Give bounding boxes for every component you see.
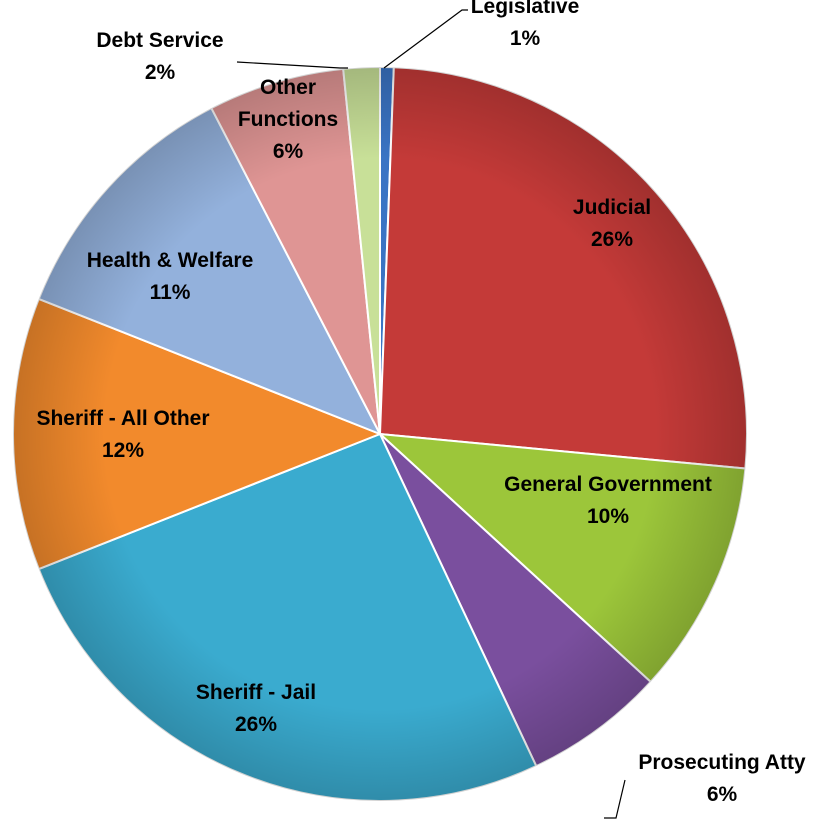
leader-line-prosecuting-atty [604, 779, 626, 819]
slice-label-prosecuting-atty: Prosecuting Atty 6% [638, 751, 806, 806]
slice-label-debt-service: Debt Service 2% [96, 29, 223, 84]
leader-line-legislative [383, 9, 468, 69]
slice-labels: Legislative 1% Judicial 26% General Governme… [36, 0, 805, 806]
pie-slice-judicial [378, 66, 748, 470]
slice-label-sheriff-jail: Sheriff - Jail 26% [196, 681, 316, 736]
slice-label-general-government: General Government 10% [504, 473, 712, 528]
leader-line-debt-service [236, 61, 348, 69]
slice-label-health-welfare: Health & Welfare 11% [87, 249, 254, 304]
slice-label-other-functions: Other Functions 6% [238, 76, 338, 163]
leader-lines [236, 9, 626, 819]
pie-slices [11, 65, 748, 802]
slice-label-judicial: Judicial 26% [573, 196, 651, 251]
slice-label-sheriff-all-other: Sheriff - All Other 12% [36, 407, 209, 462]
slice-label-legislative: Legislative 1% [471, 0, 580, 50]
